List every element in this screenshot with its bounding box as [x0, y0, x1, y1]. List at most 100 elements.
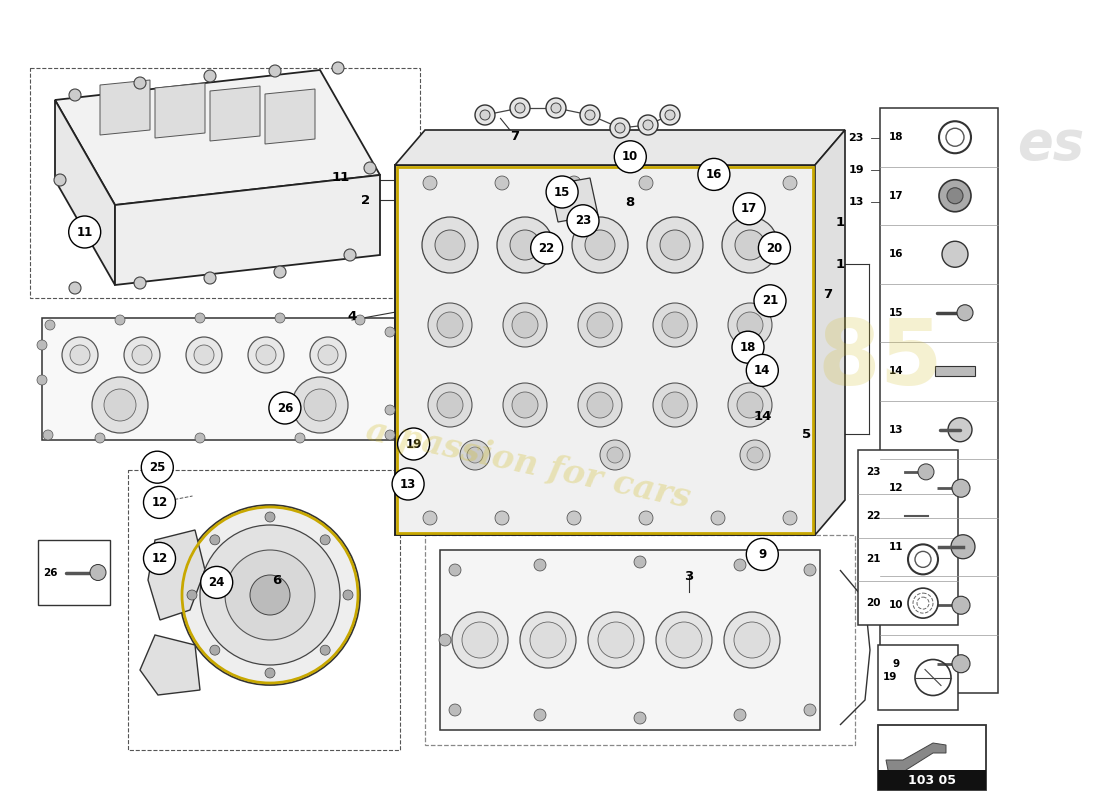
Circle shape — [204, 70, 216, 82]
Circle shape — [424, 511, 437, 525]
Circle shape — [735, 230, 764, 260]
Circle shape — [520, 612, 576, 668]
Bar — [425, 535, 855, 745]
Circle shape — [37, 375, 47, 385]
Text: 12: 12 — [152, 496, 167, 509]
Circle shape — [566, 205, 600, 237]
Circle shape — [587, 392, 613, 418]
Circle shape — [480, 110, 490, 120]
Circle shape — [449, 564, 461, 576]
Circle shape — [639, 176, 653, 190]
Text: 13: 13 — [848, 197, 864, 207]
Circle shape — [580, 105, 600, 125]
Circle shape — [344, 249, 356, 261]
Bar — [880, 108, 998, 693]
Circle shape — [534, 559, 546, 571]
Circle shape — [614, 141, 647, 173]
Circle shape — [437, 312, 463, 338]
Polygon shape — [100, 80, 150, 135]
Circle shape — [256, 345, 276, 365]
Circle shape — [437, 392, 463, 418]
Circle shape — [210, 535, 220, 545]
Circle shape — [320, 645, 330, 655]
Circle shape — [468, 447, 483, 463]
Text: 20: 20 — [767, 242, 782, 254]
Circle shape — [428, 383, 472, 427]
Circle shape — [607, 447, 623, 463]
Circle shape — [320, 535, 330, 545]
Circle shape — [724, 612, 780, 668]
Polygon shape — [155, 83, 205, 138]
Circle shape — [143, 486, 176, 518]
Circle shape — [660, 105, 680, 125]
Circle shape — [534, 709, 546, 721]
Circle shape — [957, 305, 974, 321]
Circle shape — [512, 312, 538, 338]
Circle shape — [180, 505, 360, 685]
Circle shape — [134, 77, 146, 89]
Circle shape — [186, 337, 222, 373]
Text: 21: 21 — [866, 554, 880, 564]
Circle shape — [656, 612, 712, 668]
Text: 6: 6 — [273, 574, 282, 586]
Text: 11: 11 — [889, 542, 903, 552]
Circle shape — [598, 622, 634, 658]
Circle shape — [292, 377, 348, 433]
Circle shape — [95, 433, 104, 443]
Circle shape — [226, 550, 315, 640]
Circle shape — [392, 468, 425, 500]
Text: 9: 9 — [758, 548, 767, 561]
Bar — [878, 645, 958, 710]
Circle shape — [551, 103, 561, 113]
Circle shape — [200, 525, 340, 665]
Text: 22: 22 — [866, 510, 880, 521]
Circle shape — [734, 622, 770, 658]
Text: 23: 23 — [848, 133, 864, 143]
Text: 18: 18 — [889, 132, 903, 142]
Circle shape — [639, 511, 653, 525]
Circle shape — [740, 440, 770, 470]
Circle shape — [434, 230, 465, 260]
Text: 24: 24 — [209, 576, 224, 589]
Text: 7: 7 — [510, 130, 519, 142]
Circle shape — [268, 392, 301, 424]
Bar — [39, 540, 110, 605]
Polygon shape — [55, 100, 116, 285]
Text: 21: 21 — [762, 294, 778, 307]
Circle shape — [722, 217, 778, 273]
Circle shape — [343, 590, 353, 600]
Circle shape — [783, 511, 798, 525]
Circle shape — [143, 542, 176, 574]
Circle shape — [737, 392, 763, 418]
Text: 18: 18 — [740, 341, 756, 354]
Text: 15: 15 — [554, 186, 570, 198]
Circle shape — [634, 712, 646, 724]
Polygon shape — [140, 635, 200, 695]
Circle shape — [397, 428, 430, 460]
Circle shape — [452, 612, 508, 668]
Polygon shape — [550, 178, 598, 222]
Circle shape — [711, 511, 725, 525]
Circle shape — [304, 389, 336, 421]
Circle shape — [70, 345, 90, 365]
Circle shape — [530, 232, 563, 264]
Bar — [935, 366, 975, 376]
Text: 19: 19 — [848, 165, 864, 175]
Text: 3: 3 — [684, 570, 693, 582]
Polygon shape — [55, 70, 380, 205]
Circle shape — [318, 345, 338, 365]
Circle shape — [90, 565, 106, 581]
Circle shape — [512, 392, 538, 418]
Circle shape — [265, 668, 275, 678]
Circle shape — [104, 389, 136, 421]
Circle shape — [804, 564, 816, 576]
Circle shape — [449, 704, 461, 716]
Circle shape — [194, 345, 214, 365]
Text: 26: 26 — [43, 567, 57, 578]
Circle shape — [566, 511, 581, 525]
Circle shape — [274, 266, 286, 278]
Circle shape — [585, 110, 595, 120]
Text: 12: 12 — [152, 552, 167, 565]
Polygon shape — [148, 530, 205, 620]
Circle shape — [666, 110, 675, 120]
